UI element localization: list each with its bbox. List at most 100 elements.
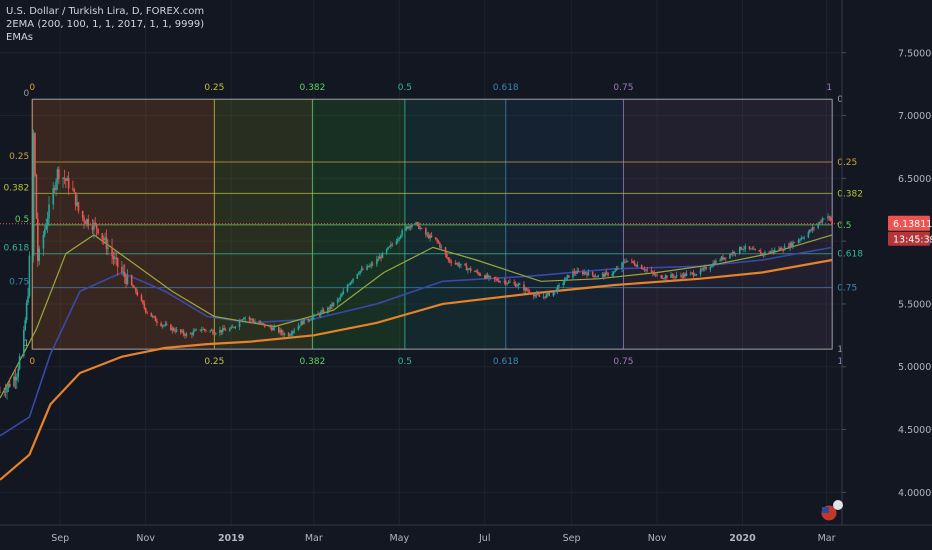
candle	[820, 219, 822, 224]
candle	[230, 324, 232, 330]
y-tick-label: 6.50000	[898, 174, 932, 185]
candle	[771, 247, 773, 254]
candle	[300, 318, 303, 326]
candle	[632, 260, 635, 264]
x-tick-label: May	[389, 533, 409, 544]
candle	[532, 292, 535, 300]
current-price-value: 6.13811	[893, 219, 932, 230]
candle	[189, 332, 192, 335]
candle	[4, 383, 7, 398]
candle	[635, 263, 637, 268]
fib-price-label-left: 0.25	[9, 152, 29, 162]
fib-time-label-top: 0.25	[204, 83, 224, 93]
candle	[277, 325, 280, 334]
candle	[593, 274, 595, 280]
candle	[506, 282, 508, 286]
ema-lines	[0, 234, 833, 481]
candle	[23, 325, 25, 359]
candle	[575, 270, 577, 277]
candle	[258, 320, 260, 325]
candle	[514, 281, 517, 287]
y-tick-label: 4.00000	[898, 488, 932, 499]
candle	[348, 283, 350, 287]
candle	[450, 258, 452, 267]
candle	[633, 259, 636, 267]
candle	[507, 279, 510, 284]
candle	[670, 272, 672, 278]
fib-time-label-top: 1	[826, 83, 832, 93]
candle	[357, 271, 360, 276]
candle	[67, 171, 70, 195]
candle	[200, 326, 203, 334]
candle	[738, 246, 741, 255]
candle	[242, 317, 245, 320]
candle	[411, 223, 413, 230]
candle	[390, 241, 392, 249]
candle	[203, 328, 206, 332]
candle	[280, 328, 283, 336]
candle	[552, 291, 555, 297]
candle	[170, 323, 172, 331]
candle	[42, 230, 45, 257]
candle	[83, 215, 85, 229]
candle	[803, 235, 805, 241]
candle	[594, 273, 597, 278]
candle	[464, 263, 466, 266]
candle	[469, 266, 472, 273]
y-tick-label: 5.00000	[898, 362, 932, 373]
candle	[268, 324, 270, 327]
candle	[475, 269, 478, 273]
candle	[46, 211, 49, 234]
symbol-title[interactable]: U.S. Dollar / Turkish Lira, D, FOREX.com	[6, 6, 205, 17]
candle	[48, 196, 50, 227]
candle	[377, 255, 380, 262]
candle	[356, 273, 359, 280]
candle	[66, 175, 69, 182]
candle	[787, 242, 790, 249]
candle	[341, 292, 343, 297]
candle	[27, 287, 29, 306]
fib-time-label-top: 0.618	[493, 83, 519, 93]
candle	[359, 270, 361, 276]
candle	[13, 372, 15, 389]
candle	[709, 264, 712, 273]
candle	[311, 314, 314, 323]
candle	[789, 241, 791, 252]
candle	[546, 291, 549, 298]
candle	[783, 243, 786, 251]
candle	[3, 387, 6, 397]
candle	[828, 215, 831, 221]
candle	[270, 324, 273, 332]
candle	[741, 248, 744, 251]
candle	[768, 250, 770, 254]
candle	[185, 331, 188, 338]
candle	[517, 282, 520, 290]
candle	[388, 245, 391, 248]
candle	[555, 288, 557, 293]
candle	[831, 219, 833, 225]
overlays: 6.13811 13:45:39	[820, 215, 932, 522]
indicator-group-label[interactable]: EMAs	[6, 32, 33, 43]
candle	[483, 274, 486, 280]
candle	[553, 290, 556, 296]
fibonacci-drawing[interactable]: 000.250.250.3820.3820.50.50.6180.6180.75…	[3, 83, 863, 367]
candle	[429, 233, 431, 242]
candle	[332, 302, 335, 308]
candle	[455, 262, 458, 266]
candle	[132, 284, 134, 288]
candle	[160, 321, 162, 328]
candle	[308, 319, 311, 323]
candle	[289, 332, 291, 337]
candle	[399, 234, 402, 240]
candle	[650, 266, 653, 273]
bar-countdown-value: 13:45:39	[893, 234, 932, 245]
candle	[93, 219, 95, 239]
candle	[744, 243, 747, 253]
candle	[615, 265, 618, 271]
indicator-label[interactable]: 2EMA (200, 100, 1, 1, 2017, 1, 1, 9999)	[6, 19, 205, 30]
candle	[752, 245, 755, 250]
candle	[73, 187, 76, 193]
candle	[772, 250, 775, 255]
candle	[701, 267, 703, 272]
